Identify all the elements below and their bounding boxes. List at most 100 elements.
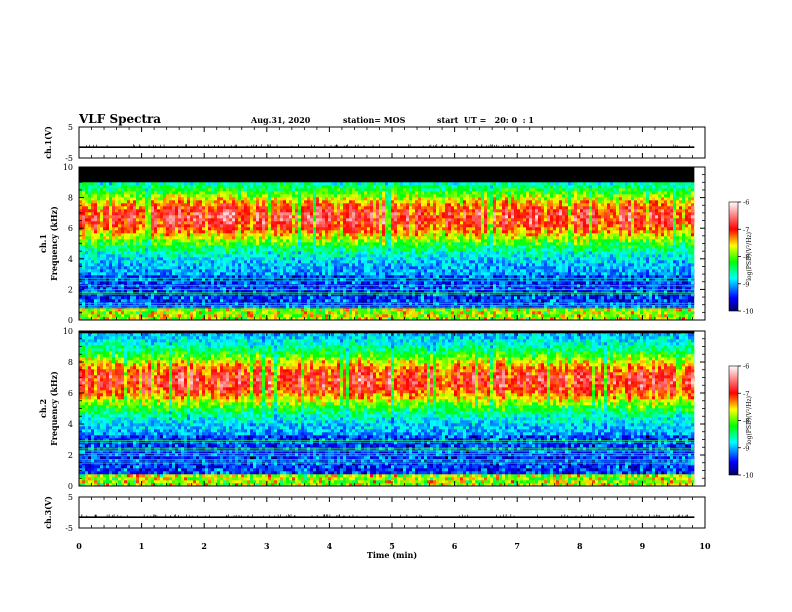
spectrogram-cell <box>319 305 323 309</box>
spectrogram-cell <box>187 275 191 279</box>
spectrogram-cell <box>88 218 92 222</box>
spectrogram-cell <box>181 200 185 204</box>
spectrogram-cell <box>154 254 158 258</box>
spectrogram-cell <box>112 233 116 237</box>
spectrogram-cell <box>100 209 104 213</box>
spectrogram-cell <box>319 278 323 282</box>
spectrogram-cell <box>328 263 332 267</box>
spectrogram-cell <box>217 194 221 198</box>
spectrogram-cell <box>289 236 293 240</box>
spectrogram-cell <box>148 311 152 315</box>
spectrogram-cell <box>82 182 86 186</box>
spectrogram-cell <box>349 248 353 252</box>
spectrogram-cell <box>268 197 272 201</box>
spectrogram-cell <box>274 251 278 255</box>
spectrogram-cell <box>115 302 119 306</box>
spectrogram-cell <box>124 293 128 297</box>
spectrogram-cell <box>250 179 254 183</box>
spectrogram-cell <box>274 185 278 189</box>
spectrogram-cell <box>325 194 329 198</box>
spectrogram-cell <box>79 275 83 279</box>
spectrogram-cell <box>247 227 251 231</box>
spectrogram-cell <box>265 173 269 177</box>
spectrogram-cell <box>190 278 194 282</box>
spectrogram-cell <box>211 185 215 189</box>
spectrogram-cell <box>220 221 224 225</box>
spectrogram-cell <box>166 185 170 189</box>
spectrogram-cell <box>220 233 224 237</box>
spectrogram-cell <box>253 239 257 243</box>
spectrogram-cell <box>223 266 227 270</box>
spectrogram-cell <box>343 233 347 237</box>
spectrogram-cell <box>121 242 125 246</box>
spectrogram-cell <box>145 236 149 240</box>
spectrogram-cell <box>121 272 125 276</box>
spectrogram-cell <box>205 314 209 318</box>
spectrogram-cell <box>295 191 299 195</box>
spectrogram-cell <box>253 191 257 195</box>
spectrogram-cell <box>304 311 308 315</box>
spectrogram-cell <box>328 296 332 300</box>
spectrogram-cell <box>100 221 104 225</box>
spectrogram-cell <box>79 203 83 207</box>
spectrogram-cell <box>319 170 323 174</box>
spectrogram-cell <box>232 287 236 291</box>
spectrogram-cell <box>148 257 152 261</box>
spectrogram-cell <box>277 194 281 198</box>
spectrogram-cell <box>85 242 89 246</box>
spectrogram-cell <box>112 239 116 243</box>
spectrogram-cell <box>142 245 146 249</box>
spectrogram-cell <box>277 221 281 225</box>
spectrogram-cell <box>334 299 338 303</box>
spectrogram-cell <box>88 221 92 225</box>
spectrogram-cell <box>148 197 152 201</box>
spectrogram-cell <box>184 176 188 180</box>
spectrogram-cell <box>127 314 131 318</box>
spectrogram-cell <box>160 296 164 300</box>
spectrogram-cell <box>313 170 317 174</box>
spectrogram-cell <box>106 200 110 204</box>
spectrogram-cell <box>352 314 356 318</box>
spectrogram-cell <box>106 314 110 318</box>
spectrogram-cell <box>355 251 359 255</box>
spectrogram-cell <box>346 317 350 320</box>
spectrogram-cell <box>142 251 146 255</box>
spectrogram-cell <box>148 221 152 225</box>
spectrogram-cell <box>226 272 230 276</box>
spectrogram-cell <box>109 269 113 273</box>
spectrogram-cell <box>178 287 182 291</box>
spectrogram-cell <box>154 200 158 204</box>
spectrogram-cell <box>100 281 104 285</box>
spectrogram-cell <box>349 176 353 180</box>
spectrogram-cell <box>187 197 191 201</box>
spectrogram-cell <box>94 311 98 315</box>
spectrogram-cell <box>223 221 227 225</box>
spectrogram-cell <box>124 251 128 255</box>
spectrogram-cell <box>304 242 308 246</box>
spectrogram-cell <box>196 170 200 174</box>
spectrogram-cell <box>169 293 173 297</box>
spectrogram-cell <box>190 185 194 189</box>
spectrogram-cell <box>241 191 245 195</box>
spectrogram-cell <box>121 200 125 204</box>
spectrogram-cell <box>178 239 182 243</box>
spectrogram-cell <box>283 221 287 225</box>
spectrogram-cell <box>238 176 242 180</box>
spectrogram-cell <box>289 263 293 267</box>
spectrogram-cell <box>298 188 302 192</box>
spectrogram-cell <box>193 206 197 210</box>
spectrogram-cell <box>136 170 140 174</box>
spectrogram-cell <box>151 233 155 237</box>
spectrogram-cell <box>136 197 140 201</box>
spectrogram-cell <box>247 302 251 306</box>
spectrogram-cell <box>127 221 131 225</box>
spectrogram-cell <box>94 302 98 306</box>
spectrogram-cell <box>223 245 227 249</box>
spectrogram-cell <box>247 185 251 189</box>
spectrogram-cell <box>184 185 188 189</box>
spectrogram-cell <box>79 287 83 291</box>
spectrogram-cell <box>352 245 356 249</box>
spectrogram-cell <box>118 176 122 180</box>
spectrogram-cell <box>118 248 122 252</box>
spectrogram-cell <box>94 230 98 234</box>
